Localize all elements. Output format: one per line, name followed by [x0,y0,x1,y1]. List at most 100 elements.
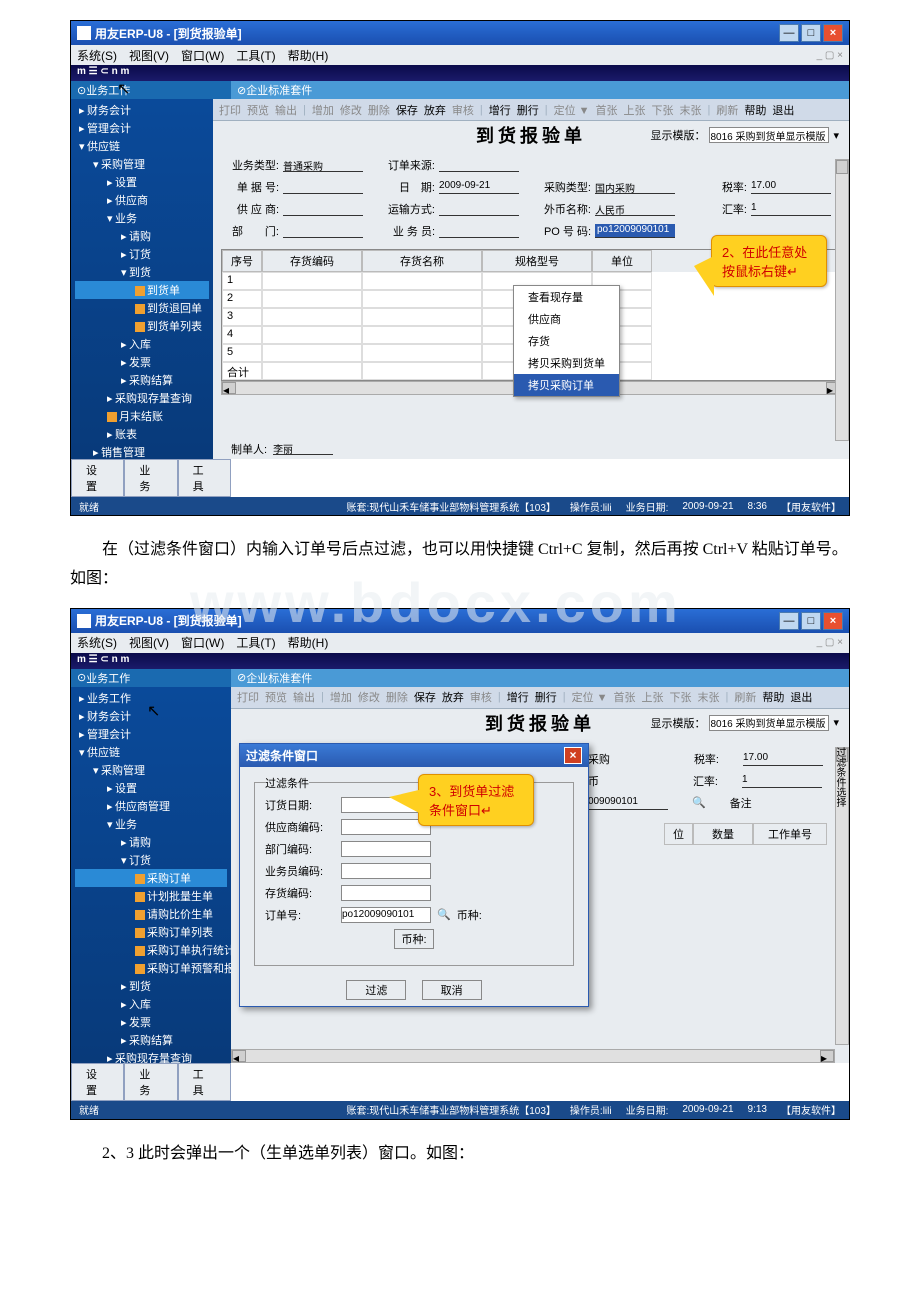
tb-下张[interactable]: 下张 [670,689,692,705]
scrollbar-v[interactable] [835,159,849,441]
field-value[interactable]: 2009-09-21 [439,180,519,194]
tb-保存[interactable]: 保存 [396,102,418,118]
field-value[interactable] [439,224,519,238]
tb-保存[interactable]: 保存 [414,689,436,705]
tree-node[interactable]: ▸ 管理会计 [75,725,227,743]
tb-上张[interactable]: 上张 [624,102,646,118]
tb-帮助[interactable]: 帮助 [744,102,766,118]
tb-修改[interactable]: 修改 [340,102,362,118]
menu-window[interactable]: 窗口(W) [181,47,224,64]
menu-help[interactable]: 帮助(H) [288,634,329,651]
minimize-button[interactable]: — [779,612,799,630]
tree-node[interactable]: ▸ 采购现存量查询 [75,1049,227,1063]
menu-system[interactable]: 系统(S) [77,634,117,651]
tree-node[interactable]: 到货退回单 [75,299,209,317]
menu-window[interactable]: 窗口(W) [181,634,224,651]
mdi-buttons[interactable]: _ ▢ × [817,50,843,61]
field-value[interactable]: po12009090101 [595,224,675,238]
tree-node[interactable]: ▸ 请购 [75,833,227,851]
tree-node[interactable]: ▸ 设置 [75,173,209,191]
menu-help[interactable]: 帮助(H) [288,47,329,64]
field-value[interactable]: 人民币 [595,202,675,216]
template-dropdown-icon[interactable]: ▾ [833,716,839,729]
tree-node[interactable]: 到货单 [75,281,209,299]
menu-tools[interactable]: 工具(T) [236,634,275,651]
tb-放弃[interactable]: 放弃 [442,689,464,705]
field-value[interactable]: 17.00 [751,180,831,194]
tree-node[interactable]: ▸ 发票 [75,1013,227,1031]
field-value[interactable]: 1 [751,202,831,216]
template-select[interactable] [709,127,829,143]
sidetab-biz[interactable]: 业 务 [124,1063,177,1101]
menu-view[interactable]: 视图(V) [129,634,169,651]
tb-删除[interactable]: 删除 [368,102,390,118]
menu-view[interactable]: 视图(V) [129,47,169,64]
menu-system[interactable]: 系统(S) [77,47,117,64]
sidetab-settings[interactable]: 设 置 [71,459,124,497]
tree-node[interactable]: 采购订单执行统计表 [75,941,227,959]
tree-node[interactable]: ▾ 业务 [75,209,209,227]
tree-node[interactable]: ▸ 采购现存量查询 [75,389,209,407]
tree-node[interactable]: ▸ 入库 [75,995,227,1013]
tree-node[interactable]: ▸ 采购结算 [75,371,209,389]
f-ord[interactable] [341,907,431,923]
tb-帮助[interactable]: 帮助 [762,689,784,705]
tree-node[interactable]: ▾ 供应链 [75,137,209,155]
tree-node[interactable]: ▸ 财务会计 [75,101,209,119]
tree-node[interactable]: ▸ 订货 [75,245,209,263]
f-emp[interactable] [341,863,431,879]
maximize-button[interactable]: □ [801,612,821,630]
tb-预览[interactable]: 预览 [247,102,269,118]
tb-刷新[interactable]: 刷新 [716,102,738,118]
tb-输出[interactable]: 输出 [293,689,315,705]
tree-node[interactable]: ▾ 采购管理 [75,155,209,173]
tree-node[interactable]: 采购订单预警和报警表 [75,959,227,977]
tb-退出[interactable]: 退出 [790,689,812,705]
ctx-inventory[interactable]: 存货 [514,330,619,352]
tree-node[interactable]: ▾ 采购管理 [75,761,227,779]
tree-node[interactable]: 采购订单 [75,869,227,887]
close-button[interactable]: × [823,24,843,42]
f-dept[interactable] [341,841,431,857]
sidetab-tools[interactable]: 工 具 [178,459,231,497]
field-value[interactable] [439,202,519,216]
tb-增加[interactable]: 增加 [330,689,352,705]
tb-增加[interactable]: 增加 [312,102,334,118]
ctx-supplier[interactable]: 供应商 [514,308,619,330]
tb-打印[interactable]: 打印 [237,689,259,705]
dialog-close-button[interactable]: × [564,747,582,764]
nav-tree[interactable]: ▸ 财务会计▸ 管理会计▾ 供应链▾ 采购管理▸ 设置▸ 供应商▾ 业务▸ 请购… [71,99,213,459]
nav-tree[interactable]: ▸ 业务工作▸ 财务会计▸ 管理会计▾ 供应链▾ 采购管理▸ 设置▸ 供应商管理… [71,687,231,1063]
filter-button[interactable]: 过滤 [346,980,406,1000]
tb-打印[interactable]: 打印 [219,102,241,118]
tb-增行[interactable]: 增行 [507,689,529,705]
tree-node[interactable]: ▸ 账表 [75,425,209,443]
tree-node[interactable]: 采购订单列表 [75,923,227,941]
tree-node[interactable]: ▸ 采购结算 [75,1031,227,1049]
tb-定位 ▼[interactable]: 定位 ▼ [554,102,590,118]
tree-node[interactable]: ▸ 到货 [75,977,227,995]
field-value[interactable] [283,224,363,238]
sidetab-tools[interactable]: 工 具 [178,1063,231,1101]
tb-放弃[interactable]: 放弃 [424,102,446,118]
maximize-button[interactable]: □ [801,24,821,42]
tree-node[interactable]: ▾ 业务 [75,815,227,833]
field-value[interactable] [283,202,363,216]
tb-定位 ▼[interactable]: 定位 ▼ [572,689,608,705]
tb-增行[interactable]: 增行 [489,102,511,118]
tree-node[interactable]: ▾ 到货 [75,263,209,281]
menu-tools[interactable]: 工具(T) [236,47,275,64]
field-value[interactable]: 普通采购 [283,158,363,172]
tree-node[interactable]: ▾ 供应链 [75,743,227,761]
ctx-stock[interactable]: 查看现存量 [514,286,619,308]
tb-删除[interactable]: 删除 [386,689,408,705]
tb-上张[interactable]: 上张 [642,689,664,705]
cancel-button[interactable]: 取消 [422,980,482,1000]
tree-node[interactable]: ▸ 入库 [75,335,209,353]
tree-node[interactable]: ▸ 发票 [75,353,209,371]
ctx-copy-po[interactable]: 拷贝采购订单 [514,374,619,396]
mdi-buttons[interactable]: _ ▢ × [817,637,843,648]
tb-下张[interactable]: 下张 [652,102,674,118]
tree-node[interactable]: ▸ 管理会计 [75,119,209,137]
tree-node[interactable]: ▸ 供应商管理 [75,797,227,815]
